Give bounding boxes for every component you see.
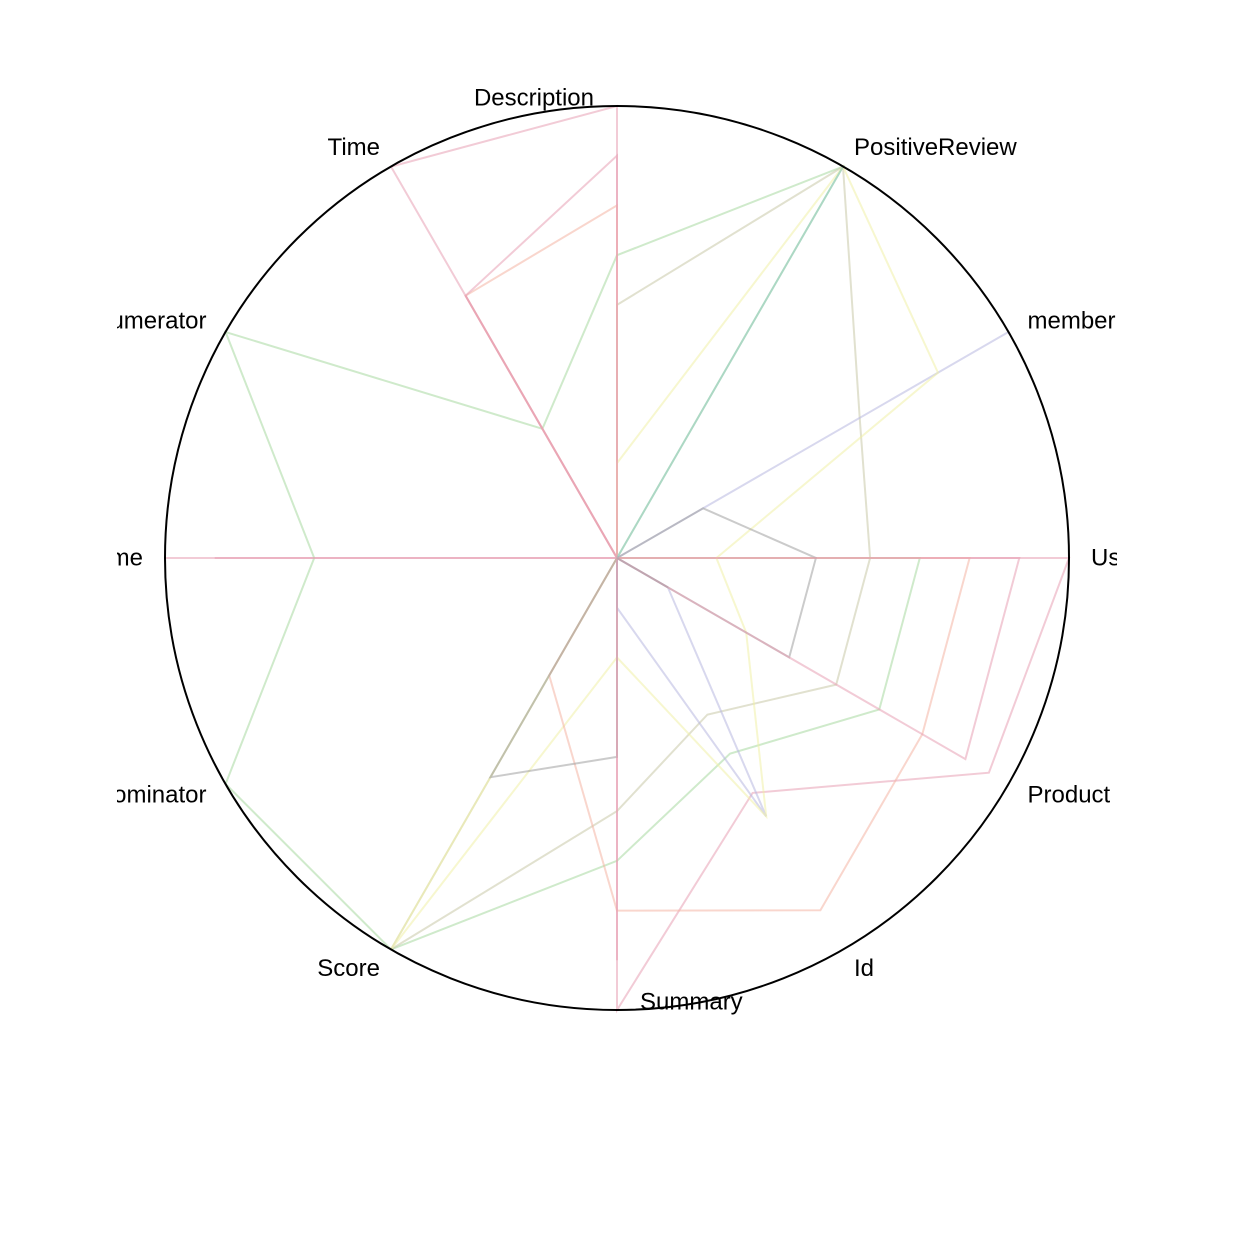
axis-label-member: member: [1028, 308, 1116, 335]
axis-label-id: Id: [854, 955, 874, 982]
axis-label-positivereview: PositiveReview: [854, 134, 1017, 161]
axis-label-name: Name: [79, 545, 143, 572]
axis-label-layer: Description PositiveReview member User Produ…: [69, 85, 1142, 1016]
series-6-line: [488, 507, 818, 779]
axis-label-time: Time: [328, 134, 380, 161]
axis-label-numerator: Numerator: [93, 308, 206, 335]
series-8-line: [616, 166, 844, 559]
axis-label-summary: Summary: [640, 989, 743, 1016]
axis-label-description: Description: [474, 85, 594, 112]
series-layer: [165, 104, 1071, 1014]
radar-outer-ring: [164, 105, 1070, 1011]
series-10-line: [464, 295, 618, 559]
series-9-line: [616, 557, 669, 589]
axis-label-product: Product: [1028, 782, 1111, 809]
axis-label-user: User: [1091, 545, 1142, 572]
series-3-line: [615, 331, 1009, 817]
axis-label-score: Score: [317, 955, 380, 982]
axis-label-denominator: Denominator: [69, 782, 206, 809]
